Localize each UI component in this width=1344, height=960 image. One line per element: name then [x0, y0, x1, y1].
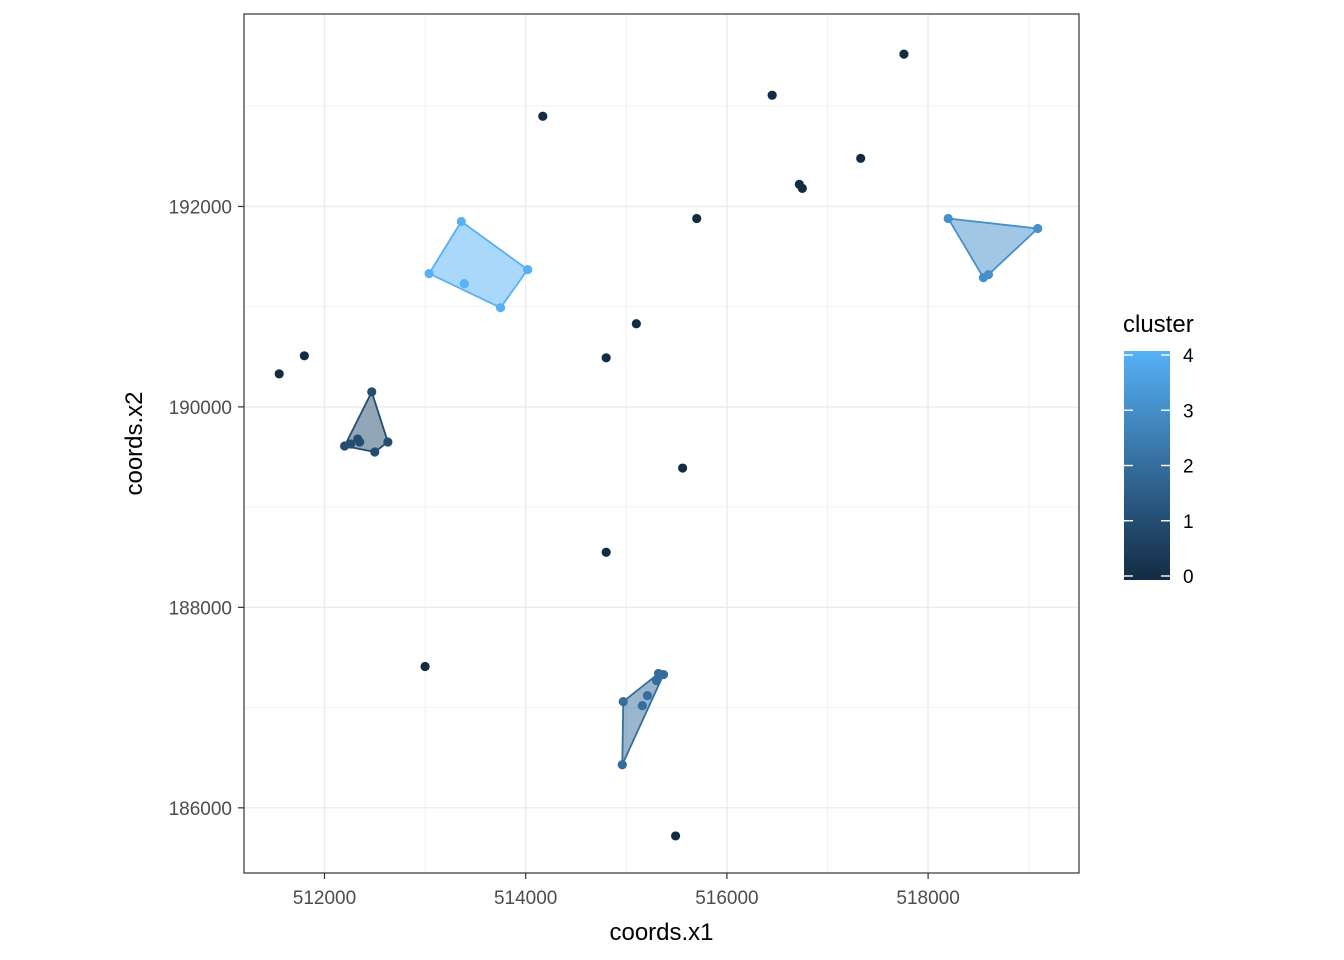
data-point: [383, 437, 393, 447]
data-point: [456, 216, 466, 227]
legend-title: cluster: [1123, 311, 1194, 338]
data-point: [495, 303, 506, 313]
legend-label: 4: [1183, 346, 1194, 367]
data-point: [651, 675, 662, 686]
legend-label: 1: [1183, 512, 1194, 533]
data-point: [346, 439, 356, 449]
data-point: [658, 669, 669, 680]
data-point: [538, 111, 548, 121]
data-point: [767, 90, 777, 100]
data-point: [983, 270, 994, 280]
legend-ticks: 4 3 2 1 0: [1124, 346, 1194, 588]
data-point: [631, 319, 641, 329]
data-point: [601, 353, 611, 363]
data-point: [1033, 223, 1043, 234]
panel-border: [243, 13, 1080, 874]
data-point: [367, 387, 377, 397]
data-point: [899, 49, 909, 59]
data-point: [692, 213, 702, 224]
legend-label: 2: [1183, 457, 1194, 478]
x-tick-label: 516000: [695, 888, 758, 909]
x-tick-label: 512000: [293, 888, 356, 909]
data-point: [670, 831, 681, 841]
major-gridlines: [244, 14, 1079, 873]
data-point: [856, 153, 866, 163]
y-tick-label: 186000: [169, 799, 232, 820]
data-point: [618, 697, 628, 707]
minor-gridlines: [244, 14, 1079, 873]
data-point: [355, 437, 365, 447]
legend: cluster 4 3 2 1 0: [1123, 311, 1194, 588]
legend-label: 3: [1183, 401, 1194, 422]
y-axis-title: coords.x2: [121, 391, 148, 495]
cluster-hulls: [343, 217, 1039, 766]
data-point: [637, 701, 647, 711]
y-tick-label: 188000: [169, 598, 232, 619]
y-tick-label: 192000: [169, 197, 232, 218]
data-point: [274, 369, 284, 379]
x-axis: 512000 514000 516000 518000: [293, 873, 960, 909]
x-tick-label: 518000: [896, 888, 959, 909]
data-point: [678, 463, 688, 473]
legend-label: 0: [1183, 567, 1194, 588]
y-axis: 186000 188000 190000 192000: [169, 197, 244, 820]
data-point: [642, 690, 653, 701]
data-point: [370, 447, 380, 457]
data-point: [420, 661, 430, 672]
data-points: [274, 49, 1043, 841]
plot-panel: [243, 13, 1080, 874]
y-tick-label: 190000: [169, 398, 232, 419]
data-point: [299, 351, 309, 361]
data-point: [601, 547, 611, 557]
data-point: [459, 279, 469, 289]
data-point: [617, 760, 627, 770]
data-point: [797, 183, 807, 194]
data-point: [523, 264, 533, 275]
data-point: [943, 213, 953, 224]
x-tick-label: 514000: [494, 888, 557, 909]
data-point: [424, 269, 434, 279]
x-axis-title: coords.x1: [609, 919, 713, 946]
